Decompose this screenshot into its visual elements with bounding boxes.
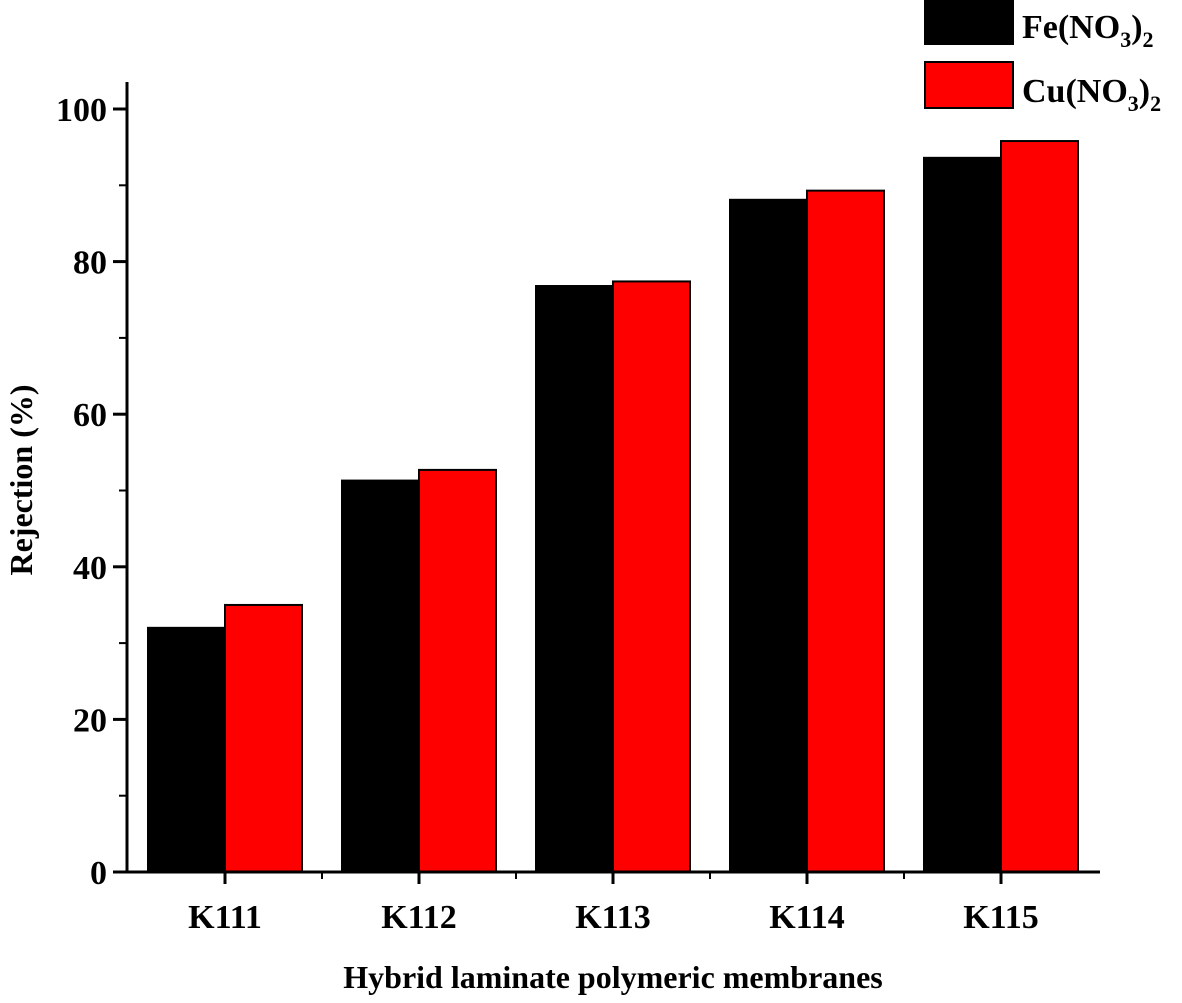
x-axis-title: Hybrid laminate polymeric membranes: [343, 959, 882, 995]
legend: Fe(NO3)2 Cu(NO3)2: [924, 0, 1161, 116]
y-axis-title: Rejection (%): [3, 384, 39, 575]
bar-k114-series-2: [806, 189, 885, 874]
bars-group: [147, 140, 1079, 874]
x-tick-label: K112: [381, 899, 457, 936]
y-tick-label: 60: [73, 397, 107, 434]
x-tick-label: K111: [188, 899, 262, 936]
bar-k111-series-2: [224, 603, 303, 873]
y-ticks-group: 0 20 40 60 80 100: [56, 92, 127, 892]
bar-k113-series-1: [535, 285, 614, 873]
legend-swatch-fe: [924, 0, 1014, 45]
bar-k115-series-1: [923, 156, 1002, 874]
x-ticks-group: K111 K112 K113 K114 K115: [188, 872, 1039, 936]
y-tick-label: 0: [90, 855, 107, 892]
bar-k113-series-2: [612, 280, 691, 873]
bar-k112-series-2: [418, 468, 497, 873]
bar-k111-series-1: [147, 626, 226, 874]
x-tick-label: K115: [963, 899, 1039, 936]
bar-k115-series-2: [1000, 140, 1079, 873]
y-tick-label: 20: [73, 702, 107, 739]
x-tick-label: K114: [769, 899, 845, 936]
legend-swatch-cu: [924, 61, 1014, 109]
bar-k114-series-1: [729, 198, 808, 873]
x-tick-label: K113: [575, 899, 651, 936]
y-tick-label: 100: [56, 92, 107, 129]
bar-k112-series-1: [341, 479, 420, 873]
legend-label-fe: Fe(NO3)2: [1022, 9, 1154, 52]
y-tick-label: 40: [73, 550, 107, 587]
y-tick-label: 80: [73, 245, 107, 282]
legend-label-cu: Cu(NO3)2: [1022, 73, 1161, 116]
